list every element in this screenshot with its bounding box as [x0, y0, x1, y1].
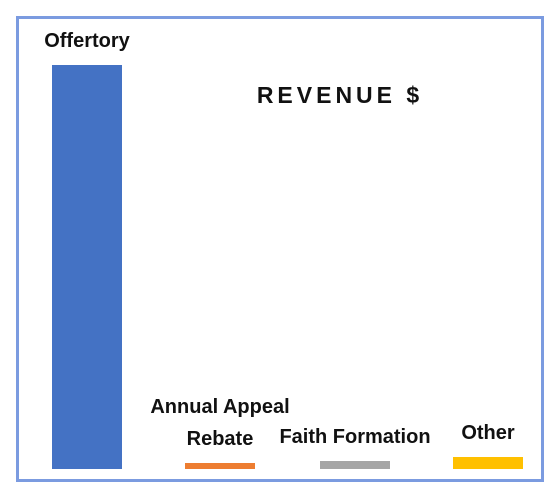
category-label: Offertory [44, 30, 130, 52]
bar [453, 456, 523, 469]
bar [52, 65, 122, 469]
chart-frame [16, 16, 544, 482]
bar [185, 462, 255, 469]
category-label: Other [461, 421, 515, 444]
category-label: Annual Appeal Rebate [150, 395, 290, 450]
chart-title: REVENUE $ [256, 82, 424, 108]
category-label: Faith Formation [279, 425, 431, 448]
bar [320, 460, 390, 469]
